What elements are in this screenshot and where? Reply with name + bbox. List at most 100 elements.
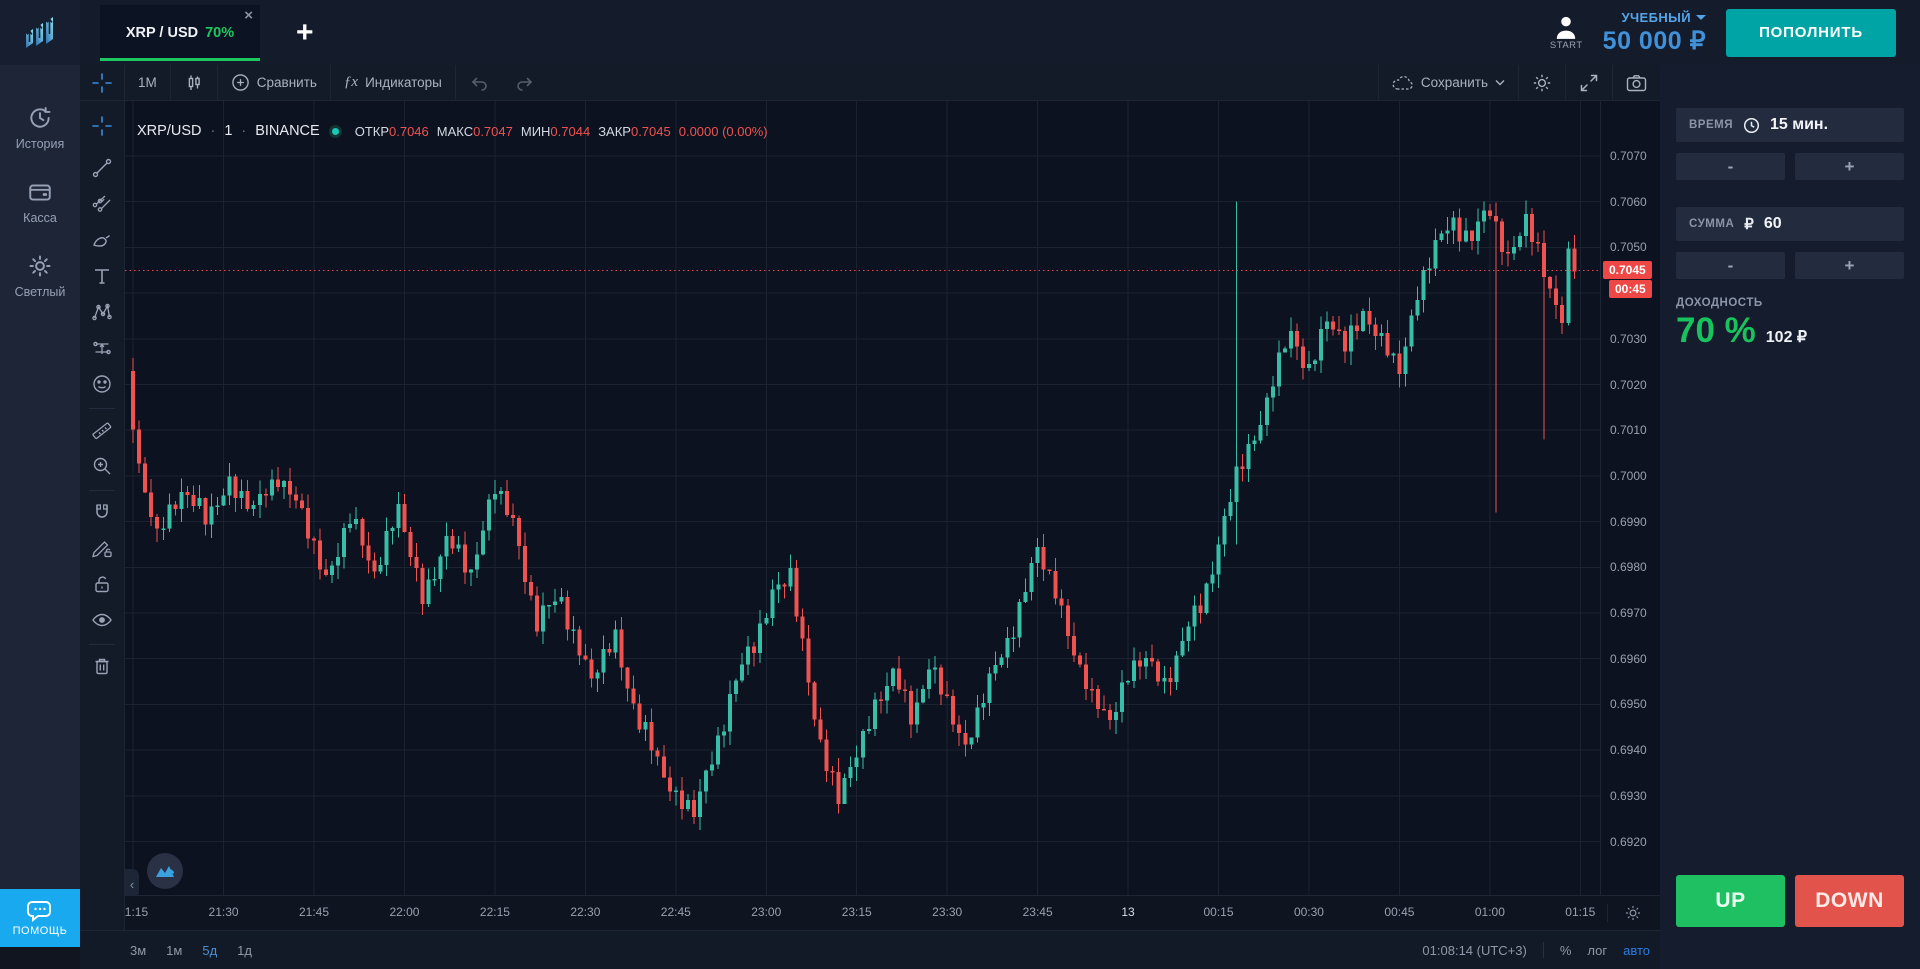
- legend-symbol[interactable]: XRP/USD: [137, 123, 202, 139]
- range-button-1м[interactable]: 1м: [166, 942, 183, 958]
- forecast-tool[interactable]: [87, 333, 117, 363]
- asset-tab-xrp-usd[interactable]: XRP / USD 70% ×: [100, 4, 260, 61]
- time-axis-label: 00:45: [1384, 905, 1415, 919]
- brush-tool[interactable]: [87, 225, 117, 255]
- time-decrease-button[interactable]: -: [1676, 153, 1785, 180]
- sidebar-item-history[interactable]: История: [0, 105, 80, 151]
- fullscreen-button[interactable]: [1566, 65, 1613, 100]
- candle-body: [1518, 236, 1523, 248]
- sidebar-item-cashier[interactable]: Касса: [0, 179, 80, 225]
- candle-body: [1120, 682, 1125, 712]
- candle-body: [1083, 664, 1088, 689]
- log-scale-button[interactable]: лог: [1587, 942, 1608, 958]
- gear-icon: [1533, 74, 1551, 91]
- candle-body: [902, 689, 907, 691]
- balance-block[interactable]: УЧЕБНЫЙ 50 000 ₽: [1603, 10, 1706, 56]
- crosshair-cursor-tool[interactable]: [87, 111, 117, 141]
- candle-body: [1439, 233, 1444, 240]
- undo-button[interactable]: [456, 65, 502, 100]
- chart-brand-button[interactable]: [147, 853, 183, 889]
- candle-body: [474, 554, 479, 570]
- tab-close-icon[interactable]: ×: [244, 6, 253, 24]
- candle-body: [1276, 352, 1281, 387]
- candle-body: [251, 504, 256, 510]
- emoji-tool[interactable]: [87, 369, 117, 399]
- lock-all-drawings-button[interactable]: [87, 569, 117, 599]
- candle-body: [1228, 502, 1233, 517]
- candle-body: [1493, 215, 1498, 222]
- pattern-tool[interactable]: [87, 297, 117, 327]
- account-type-dropdown[interactable]: УЧЕБНЫЙ: [1622, 10, 1706, 25]
- candle-body: [1457, 217, 1462, 242]
- candle-body: [1331, 321, 1336, 330]
- zoom-in-tool[interactable]: [87, 451, 117, 481]
- candle-body: [607, 649, 612, 653]
- gear-icon: [1625, 905, 1641, 921]
- price-axis[interactable]: 0.7045 00:45 0.7070 0.7060 0.7050 0.7030 0.7…: [1600, 101, 1660, 895]
- candle-body: [1355, 325, 1360, 331]
- amount-field[interactable]: СУММА ₽ 60: [1676, 207, 1904, 241]
- avatar-caption: START: [1549, 39, 1583, 51]
- gann-fib-tool[interactable]: [87, 189, 117, 219]
- amount-increase-button[interactable]: +: [1795, 252, 1904, 279]
- candle-body: [1300, 346, 1305, 369]
- range-button-3м[interactable]: 3м: [130, 942, 147, 958]
- legend-ohlc: ОТКР0.7046 МАКС0.7047 МИН0.7044 ЗАКР0.70…: [355, 124, 768, 139]
- price-axis-label: 0.7050: [1610, 240, 1647, 255]
- app-logo[interactable]: [0, 0, 80, 65]
- help-button[interactable]: помощь: [0, 889, 80, 947]
- redo-button[interactable]: [502, 65, 548, 100]
- indicators-button[interactable]: ƒx Индикаторы: [331, 65, 456, 100]
- chart-settings-button[interactable]: [1519, 65, 1566, 100]
- deposit-button[interactable]: ПОПОЛНИТЬ: [1726, 8, 1896, 57]
- candle-body: [703, 770, 708, 792]
- chart-plot[interactable]: XRP/USD · 1 · BINANCE ОТКР0.7046 МАКС0.7…: [125, 101, 1600, 895]
- screenshot-button[interactable]: [1613, 65, 1660, 100]
- account-avatar[interactable]: START: [1550, 15, 1583, 51]
- down-button[interactable]: DOWN: [1795, 875, 1904, 927]
- candle-body: [517, 518, 522, 547]
- price-axis-label: 0.6930: [1610, 788, 1647, 803]
- change-value: 0.0000 (0.00%): [678, 123, 768, 139]
- time-axis[interactable]: 21:15 21:30 21:45 22:00 22:15 22:30 22:45 23:00…: [118, 895, 1660, 930]
- candle-body: [782, 584, 787, 587]
- collapse-toolbar-handle[interactable]: ‹: [125, 869, 139, 895]
- candle-body: [167, 504, 172, 529]
- amount-decrease-button[interactable]: -: [1676, 252, 1785, 279]
- candle-body: [613, 629, 618, 653]
- time-axis-label: 22:00: [389, 905, 420, 919]
- measure-tool[interactable]: [87, 415, 117, 445]
- remove-drawings-button[interactable]: [87, 651, 117, 681]
- sidebar-item-theme[interactable]: Светлый: [0, 253, 80, 299]
- candle-body: [987, 673, 992, 703]
- crosshair-tool-button[interactable]: [80, 65, 125, 100]
- expiration-time-field[interactable]: ВРЕМЯ 15 мин.: [1676, 108, 1904, 142]
- percent-scale-button[interactable]: %: [1559, 942, 1572, 958]
- time-axis-settings-button[interactable]: [1607, 904, 1642, 922]
- candle-body: [697, 791, 702, 818]
- add-tab-button[interactable]: +: [296, 15, 314, 49]
- range-button-5д[interactable]: 5д: [202, 942, 218, 958]
- chart-type-button[interactable]: [171, 65, 218, 100]
- chevron-down-icon: [1696, 14, 1706, 20]
- auto-scale-button[interactable]: авто: [1623, 942, 1650, 958]
- amount-value: 60: [1763, 215, 1782, 232]
- sun-theme-icon: [29, 255, 51, 277]
- range-button-1д[interactable]: 1д: [237, 942, 252, 958]
- hide-all-drawings-button[interactable]: [87, 605, 117, 635]
- range-buttons: 3м 1м 5д 1д: [80, 943, 252, 958]
- candle-body: [438, 556, 443, 580]
- candle-body: [890, 668, 895, 686]
- up-button[interactable]: UP: [1676, 875, 1785, 927]
- save-layout-button[interactable]: Сохранить: [1377, 65, 1519, 100]
- trend-line-tool[interactable]: [87, 153, 117, 183]
- magnet-mode-button[interactable]: [87, 497, 117, 527]
- interval-button[interactable]: 1М: [125, 65, 171, 100]
- stay-drawing-mode-button[interactable]: [87, 533, 117, 563]
- text-tool[interactable]: [87, 261, 117, 291]
- series-visibility-toggle[interactable]: [328, 124, 342, 138]
- compare-button[interactable]: Сравнить: [218, 65, 331, 100]
- time-increase-button[interactable]: +: [1795, 153, 1904, 180]
- candle-body: [233, 476, 238, 499]
- candlestick-chart[interactable]: [125, 101, 1600, 895]
